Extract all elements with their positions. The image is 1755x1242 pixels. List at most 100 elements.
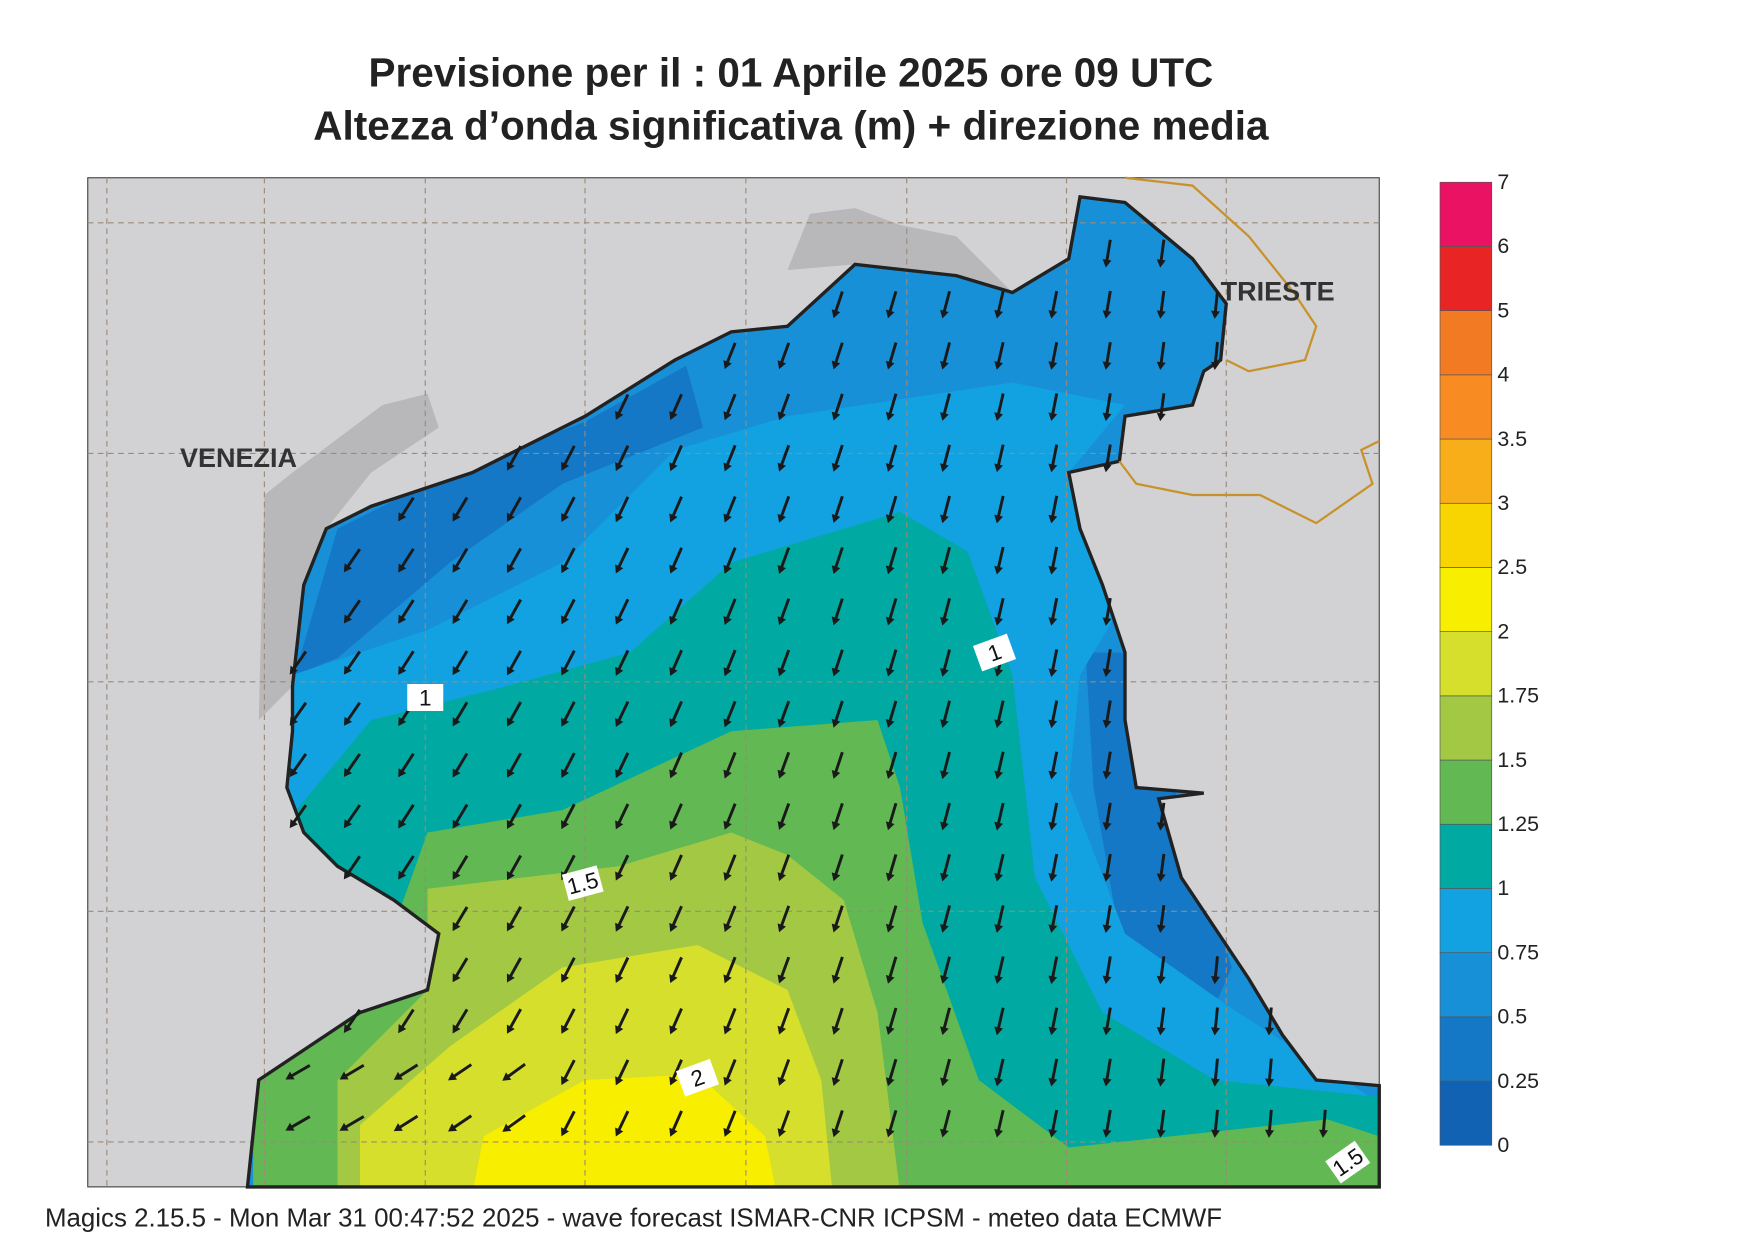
arrow bbox=[723, 700, 737, 728]
arrow-head bbox=[1048, 873, 1058, 882]
arrow bbox=[393, 1063, 419, 1080]
colorbar-label: 2.5 bbox=[1497, 555, 1527, 579]
arrow-head bbox=[343, 665, 353, 675]
arrow-head bbox=[1102, 719, 1112, 729]
arrow bbox=[940, 1109, 951, 1138]
arrow-head bbox=[940, 821, 949, 831]
arrow-head bbox=[1210, 1078, 1220, 1087]
arrow-head bbox=[343, 819, 353, 829]
arrow bbox=[452, 803, 469, 829]
arrow bbox=[831, 956, 844, 984]
arrow-head bbox=[343, 563, 353, 573]
arrow-head bbox=[669, 871, 678, 881]
arrow bbox=[831, 1007, 844, 1035]
arrow-head bbox=[885, 923, 895, 933]
arrow-head bbox=[831, 667, 841, 677]
arrow-head bbox=[994, 975, 1004, 985]
arrow bbox=[885, 854, 898, 882]
arrow bbox=[506, 650, 522, 676]
arrow bbox=[343, 701, 361, 726]
arrow bbox=[506, 854, 522, 881]
direction-arrows bbox=[285, 239, 1329, 1138]
arrow-head bbox=[669, 666, 678, 677]
arrow bbox=[940, 290, 951, 319]
colorbar-segment bbox=[1439, 759, 1493, 825]
arrow bbox=[561, 803, 576, 830]
arrow bbox=[1156, 341, 1166, 370]
arrow-head bbox=[940, 616, 949, 626]
arrow bbox=[723, 598, 737, 626]
arrow bbox=[669, 854, 683, 881]
arrow-head bbox=[561, 973, 570, 983]
arrow-head bbox=[1048, 1026, 1058, 1036]
arrow bbox=[940, 905, 951, 933]
arrow-head bbox=[723, 411, 732, 421]
arrow bbox=[1048, 341, 1059, 370]
arrow-head bbox=[885, 770, 895, 780]
arrow bbox=[885, 393, 898, 421]
arrow-head bbox=[1265, 1027, 1275, 1036]
arrow bbox=[1048, 905, 1059, 933]
arrow-head bbox=[940, 770, 949, 780]
arrow bbox=[398, 599, 415, 624]
arrow bbox=[1048, 495, 1059, 524]
arrow bbox=[393, 1114, 419, 1132]
arrow bbox=[1102, 802, 1112, 831]
arrow bbox=[723, 905, 737, 933]
arrow bbox=[723, 854, 737, 881]
arrow-head bbox=[940, 412, 949, 421]
arrow bbox=[885, 598, 898, 626]
arrow-head bbox=[885, 974, 895, 984]
colorbar-label: 0.75 bbox=[1497, 940, 1539, 964]
arrow-head bbox=[994, 1128, 1004, 1138]
arrow bbox=[1048, 956, 1059, 985]
arrow bbox=[669, 752, 683, 779]
arrow bbox=[940, 495, 951, 524]
arrow-head bbox=[994, 872, 1004, 882]
arrow bbox=[1102, 1058, 1112, 1087]
arrow-head bbox=[561, 666, 570, 676]
arrow bbox=[452, 752, 469, 778]
arrow-head bbox=[994, 924, 1004, 933]
arrow-head bbox=[777, 360, 787, 370]
arrow-head bbox=[285, 1122, 295, 1131]
arrow bbox=[289, 650, 308, 675]
arrow bbox=[1210, 1109, 1220, 1138]
arrow bbox=[777, 495, 791, 523]
arrow bbox=[994, 290, 1005, 319]
arrow-head bbox=[448, 1072, 458, 1081]
arrow-head bbox=[1102, 361, 1112, 370]
arrow bbox=[885, 1109, 898, 1138]
title-line-2: Altezza d’onda significativa (m) + direz… bbox=[313, 103, 1269, 149]
arrow bbox=[885, 290, 898, 319]
arrow bbox=[561, 547, 576, 574]
arrow bbox=[831, 342, 844, 370]
arrow-head bbox=[506, 1024, 515, 1034]
arrow bbox=[940, 853, 951, 882]
arrow bbox=[940, 546, 951, 575]
arrow-head bbox=[506, 563, 515, 574]
arrow bbox=[561, 1008, 576, 1034]
arrow-head bbox=[1156, 1129, 1166, 1138]
arrow bbox=[723, 342, 737, 370]
arrow bbox=[669, 700, 683, 728]
arrow-head bbox=[615, 922, 624, 932]
arrow bbox=[615, 854, 630, 881]
arrow-head bbox=[831, 360, 841, 370]
arrow-head bbox=[398, 870, 407, 880]
arrow-head bbox=[994, 565, 1004, 575]
arrow-head bbox=[669, 513, 678, 523]
arrow bbox=[1102, 751, 1112, 780]
arrow bbox=[994, 342, 1005, 370]
arrow bbox=[398, 496, 415, 522]
arrow-head bbox=[669, 462, 678, 472]
arrow bbox=[343, 753, 361, 778]
arrow bbox=[289, 753, 308, 777]
arrow-head bbox=[831, 616, 841, 626]
arrow bbox=[1048, 1058, 1059, 1087]
arrow bbox=[398, 855, 415, 880]
arrow-head bbox=[615, 717, 624, 728]
place-label: VENEZIA bbox=[180, 443, 297, 473]
arrow-head bbox=[1048, 310, 1058, 319]
